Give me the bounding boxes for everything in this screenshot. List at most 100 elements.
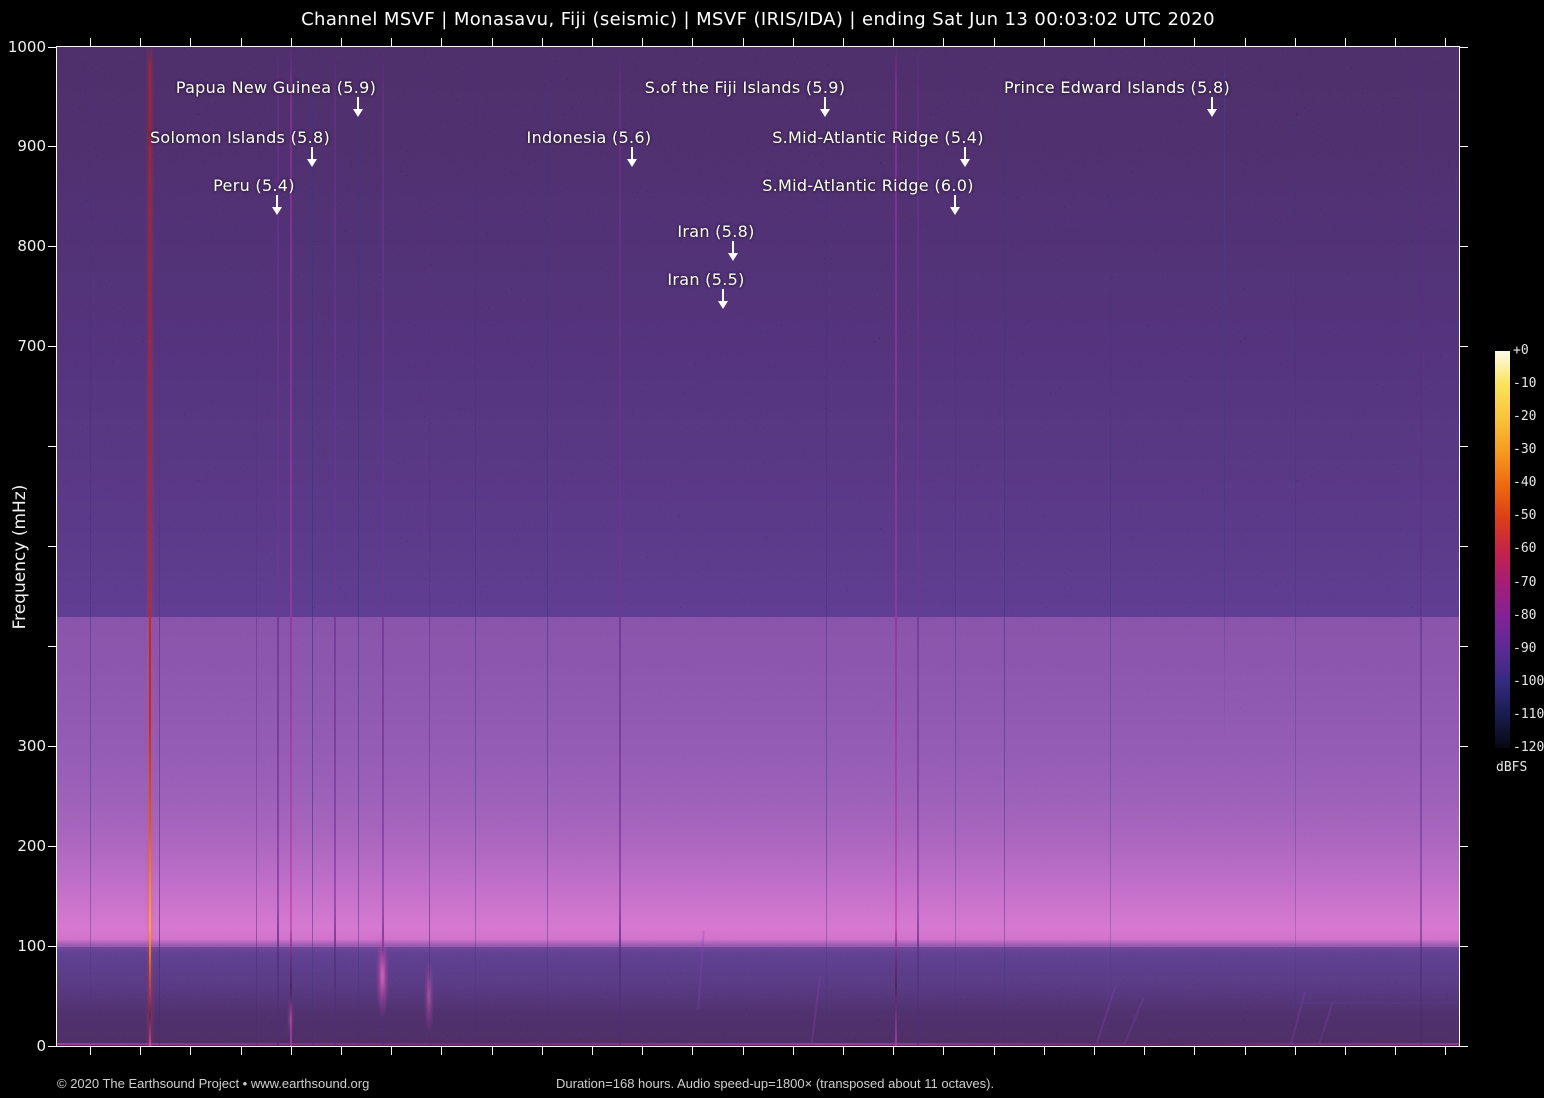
y-axis-tick-left	[48, 645, 56, 647]
annotation-arrowhead	[960, 159, 970, 167]
x-axis-tick-bottom	[1395, 1047, 1397, 1055]
x-axis-tick-bottom	[190, 1047, 192, 1055]
x-axis-tick-top	[1294, 38, 1296, 46]
x-axis-tick-top	[1144, 38, 1146, 46]
event-line	[256, 47, 257, 1046]
x-axis-tick-bottom	[1345, 1047, 1346, 1055]
x-axis-tick-bottom	[541, 1047, 543, 1055]
spectrogram-plot: Papua New Guinea (5.9) S.of the Fiji Isla…	[56, 46, 1460, 1047]
x-axis-tick-top	[1194, 38, 1196, 46]
bottom-energy-line	[57, 1043, 1459, 1045]
y-axis-tick-right	[1460, 945, 1468, 947]
colorbar-tick-label: -70	[1513, 574, 1537, 590]
y-axis-tick-label: 0	[36, 1036, 46, 1055]
event-line	[312, 47, 313, 1046]
annotation-arrow	[311, 147, 313, 160]
event-line	[429, 47, 430, 1046]
event-line	[1224, 47, 1225, 1046]
x-axis-tick-bottom	[290, 1047, 292, 1055]
y-axis-tick-left	[48, 346, 56, 348]
event-line	[1420, 47, 1422, 1046]
x-axis-tick-top	[893, 38, 895, 46]
annotation-arrowhead	[728, 253, 738, 261]
noise-texture-overlay	[57, 47, 1459, 1046]
x-axis-tick-bottom	[1043, 1047, 1045, 1055]
colorbar-tick-label: -90	[1513, 640, 1537, 656]
texture-blob	[286, 996, 294, 1042]
y-axis-tick-label: 200	[17, 836, 46, 855]
y-axis-tick-left	[48, 1045, 56, 1047]
colorbar-tick-label: -40	[1513, 475, 1537, 491]
colorbar-tick-label: -110	[1513, 706, 1544, 722]
x-axis-tick-top	[742, 38, 744, 46]
annotation-arrow	[722, 289, 724, 302]
x-axis-tick-top	[90, 38, 91, 46]
y-axis-tick-label: 100	[17, 936, 46, 955]
annotation-label: Indonesia (5.6)	[526, 128, 652, 147]
texture-blob	[375, 931, 389, 1020]
x-axis-tick-bottom	[1244, 1047, 1246, 1055]
x-axis-tick-top	[391, 38, 393, 46]
y-axis-tick-left	[48, 745, 56, 747]
x-axis-tick-top	[1043, 38, 1045, 46]
texture-blob	[424, 956, 434, 1037]
footer-duration-info: Duration=168 hours. Audio speed-up=1800×…	[556, 1076, 995, 1091]
colorbar-tick-label: -50	[1513, 508, 1537, 524]
colorbar-tick-label: +0	[1513, 343, 1529, 358]
event-line	[826, 47, 827, 1046]
y-axis-tick-right	[1460, 546, 1468, 547]
x-axis-tick-bottom	[592, 1047, 593, 1055]
annotation-label: S.Mid-Atlantic Ridge (6.0)	[762, 176, 974, 195]
x-axis-tick-bottom	[491, 1047, 493, 1055]
colorbar-tick-label: -60	[1513, 541, 1537, 557]
annotation-arrowhead	[718, 301, 728, 309]
event-line	[90, 47, 91, 1046]
event-line	[334, 47, 336, 1046]
page-title: Channel MSVF | Monasavu, Fiji (seismic) …	[301, 9, 1215, 30]
x-axis-tick-bottom	[692, 1047, 694, 1055]
annotation-label: Iran (5.8)	[677, 222, 755, 241]
x-axis-tick-top	[240, 38, 242, 46]
x-axis-tick-bottom	[843, 1047, 844, 1055]
y-axis-tick-label: 700	[17, 337, 46, 356]
annotation-arrowhead	[950, 207, 960, 215]
texture-streak-horizontal	[1292, 1002, 1459, 1005]
annotation-arrow	[357, 97, 359, 110]
annotation-arrow	[1211, 97, 1213, 110]
annotation-arrow	[732, 241, 734, 254]
x-axis-tick-bottom	[1445, 1047, 1447, 1055]
annotation-arrowhead	[820, 109, 830, 117]
x-axis-tick-top	[642, 38, 644, 46]
y-axis-title: Frequency (mHz)	[10, 484, 30, 630]
x-axis-tick-bottom	[1144, 1047, 1146, 1055]
y-axis-tick-label: 800	[17, 237, 46, 256]
x-axis-tick-top	[1445, 38, 1447, 46]
annotation-arrowhead	[1207, 109, 1217, 117]
y-axis-tick-label: 300	[17, 736, 46, 755]
event-line	[917, 47, 919, 1046]
y-axis-tick-right	[1460, 645, 1468, 647]
event-line	[1295, 47, 1296, 1046]
x-axis-tick-bottom	[792, 1047, 794, 1055]
annotation-arrowhead	[353, 109, 363, 117]
annotation-arrow	[276, 195, 278, 208]
y-axis-tick-right	[1460, 446, 1468, 448]
x-axis-tick-top	[843, 38, 844, 46]
y-axis-tick-right	[1460, 1045, 1468, 1047]
x-axis-tick-top	[1094, 38, 1095, 46]
annotation-arrowhead	[272, 207, 282, 215]
y-axis-tick-right	[1460, 46, 1468, 48]
x-axis-tick-bottom	[140, 1047, 142, 1055]
x-axis-tick-bottom	[441, 1047, 443, 1055]
y-axis-tick-right	[1460, 745, 1468, 747]
x-axis-tick-top	[491, 38, 493, 46]
x-axis-tick-top	[341, 38, 342, 46]
x-axis-tick-bottom	[943, 1047, 945, 1055]
event-line	[619, 47, 621, 1046]
event-line	[358, 47, 359, 1046]
x-axis-tick-top	[1244, 38, 1246, 46]
x-axis-tick-top	[692, 38, 694, 46]
footer-copyright: © 2020 The Earthsound Project • www.eart…	[57, 1076, 370, 1091]
x-axis-tick-top	[1395, 38, 1397, 46]
y-axis-tick-label: 1000	[7, 37, 46, 56]
